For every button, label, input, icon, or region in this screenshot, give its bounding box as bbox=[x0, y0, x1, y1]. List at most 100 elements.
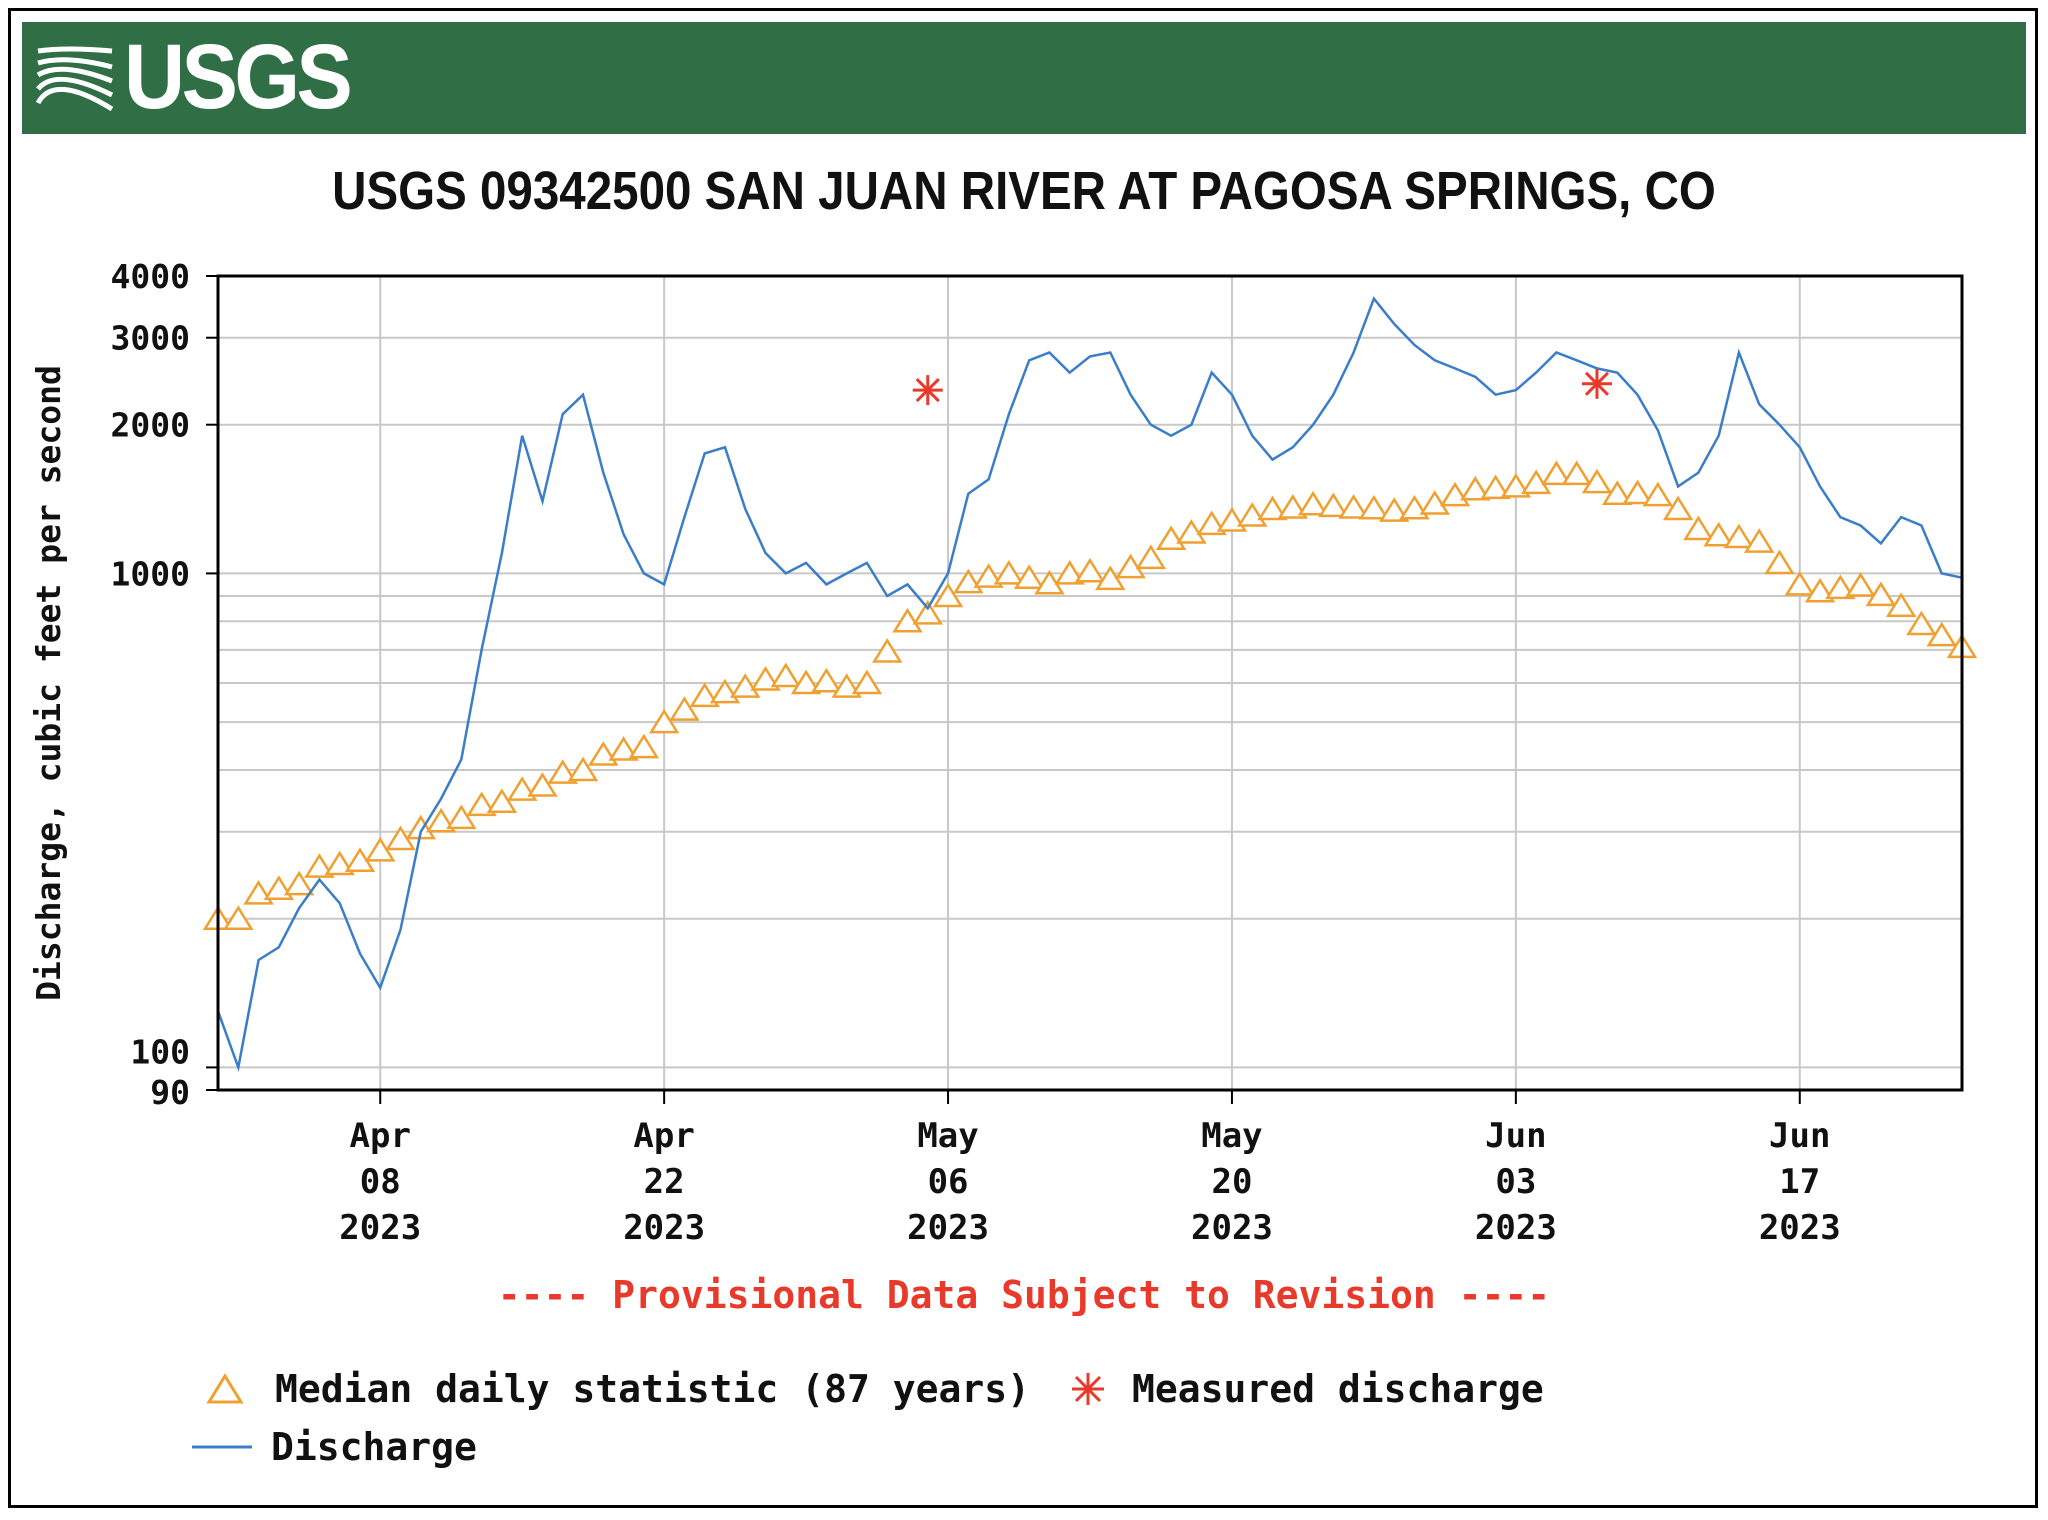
median-point bbox=[1480, 474, 1511, 500]
median-point bbox=[1338, 494, 1369, 519]
median-point bbox=[973, 563, 1004, 588]
median-point bbox=[1581, 468, 1613, 494]
chart-frame bbox=[8, 8, 2038, 1508]
median-point bbox=[588, 741, 619, 766]
x-tick-label: May bbox=[1201, 1116, 1262, 1156]
discharge-legend-icon bbox=[192, 1445, 252, 1449]
median-point bbox=[1378, 497, 1410, 522]
median-point bbox=[486, 788, 518, 813]
x-tick-label: 20 bbox=[1211, 1162, 1252, 1202]
median-point bbox=[466, 791, 497, 817]
median-point bbox=[1926, 621, 1957, 647]
median-point bbox=[1764, 549, 1795, 575]
x-tick-label: 2023 bbox=[623, 1208, 705, 1248]
x-tick-label: 2023 bbox=[1475, 1208, 1557, 1248]
chart-title: USGS 09342500 SAN JUAN RIVER AT PAGOSA S… bbox=[332, 161, 1716, 221]
measured-legend-icon bbox=[1071, 1373, 1104, 1405]
x-tick-label: 06 bbox=[928, 1162, 969, 1202]
x-axis-ticks: Apr 08 2023 Apr 22 2023 May 06 2023 May 20 2023 Jun 0… bbox=[339, 1090, 1841, 1248]
median-point bbox=[1520, 469, 1552, 495]
median-point bbox=[1825, 574, 1856, 600]
x-tick-label: 2023 bbox=[1759, 1208, 1841, 1248]
gridlines bbox=[218, 275, 1962, 1091]
median-point bbox=[527, 772, 558, 797]
median-point bbox=[1297, 490, 1329, 516]
median-point bbox=[628, 733, 660, 759]
median-point bbox=[1115, 553, 1146, 579]
median-point bbox=[669, 696, 700, 721]
median-point bbox=[1500, 473, 1532, 498]
usgs-wave-icon bbox=[36, 46, 114, 112]
median-point bbox=[1358, 494, 1390, 520]
median-point bbox=[912, 600, 944, 625]
x-tick-label: May bbox=[917, 1116, 978, 1156]
y-tick-label: 4000 bbox=[111, 257, 190, 296]
x-tick-label: 08 bbox=[360, 1162, 401, 1202]
median-point bbox=[324, 850, 355, 876]
median-point bbox=[304, 853, 335, 878]
median-point bbox=[1642, 481, 1674, 507]
x-tick-label: 2023 bbox=[907, 1208, 989, 1248]
median-point bbox=[993, 560, 1025, 585]
median-point bbox=[1602, 480, 1633, 505]
median-point bbox=[1906, 610, 1937, 636]
median-legend-icon bbox=[206, 1373, 244, 1404]
x-tick-label: 17 bbox=[1779, 1162, 1820, 1202]
median-point bbox=[446, 804, 477, 830]
usgs-banner bbox=[22, 22, 2026, 134]
median-point bbox=[1541, 460, 1572, 486]
median-point bbox=[1683, 515, 1714, 541]
median-point bbox=[1399, 494, 1430, 520]
x-tick-label: Apr bbox=[633, 1116, 694, 1156]
median-point bbox=[1460, 475, 1491, 501]
median-point bbox=[831, 673, 862, 698]
median-point bbox=[608, 736, 639, 761]
median-point bbox=[892, 607, 923, 633]
x-tick-label: Apr bbox=[350, 1116, 411, 1156]
median-point bbox=[1622, 479, 1653, 505]
usgs-logo-text: USGS bbox=[124, 26, 353, 128]
median-point bbox=[263, 875, 295, 900]
legend-row-2: Discharge bbox=[190, 1425, 477, 1469]
median-point bbox=[790, 669, 822, 695]
y-tick-label: 1000 bbox=[111, 554, 190, 593]
legend-measured-label: Measured discharge bbox=[1131, 1367, 1544, 1411]
median-point bbox=[223, 905, 254, 930]
median-point bbox=[1723, 523, 1755, 549]
median-point bbox=[283, 870, 315, 896]
median-point bbox=[750, 666, 781, 691]
median-point bbox=[932, 582, 964, 608]
median-point bbox=[243, 880, 274, 905]
median-point bbox=[547, 759, 578, 784]
median-point bbox=[1135, 544, 1167, 570]
median-point bbox=[1419, 490, 1450, 515]
y-tick-label: 100 bbox=[130, 1032, 190, 1071]
median-point bbox=[1662, 495, 1694, 521]
provisional-note: ---- Provisional Data Subject to Revisio… bbox=[497, 1273, 1551, 1317]
median-point bbox=[1804, 577, 1836, 603]
median-point bbox=[1743, 528, 1775, 553]
median-point bbox=[1216, 507, 1248, 532]
median-point bbox=[1257, 495, 1288, 521]
median-point bbox=[1318, 492, 1349, 518]
median-point bbox=[648, 708, 680, 734]
x-tick-label: 2023 bbox=[339, 1208, 421, 1248]
median-point bbox=[851, 669, 883, 695]
median-point bbox=[405, 814, 437, 840]
median-point bbox=[567, 756, 599, 782]
median-point bbox=[770, 662, 802, 688]
measured-series bbox=[912, 368, 1612, 406]
x-tick-label: 03 bbox=[1495, 1162, 1536, 1202]
median-point bbox=[1277, 494, 1309, 519]
legend-discharge-label: Discharge bbox=[271, 1425, 477, 1469]
median-point bbox=[811, 667, 842, 693]
x-tick-label: 2023 bbox=[1191, 1208, 1273, 1248]
median-point bbox=[1013, 564, 1045, 589]
y-tick-label: 90 bbox=[150, 1073, 190, 1112]
median-point bbox=[730, 673, 761, 698]
y-axis-label: Discharge, cubic feet per second bbox=[29, 365, 68, 1001]
x-tick-label: 22 bbox=[644, 1162, 685, 1202]
median-point bbox=[425, 807, 457, 833]
median-point bbox=[1561, 460, 1592, 486]
median-point bbox=[1176, 519, 1207, 544]
